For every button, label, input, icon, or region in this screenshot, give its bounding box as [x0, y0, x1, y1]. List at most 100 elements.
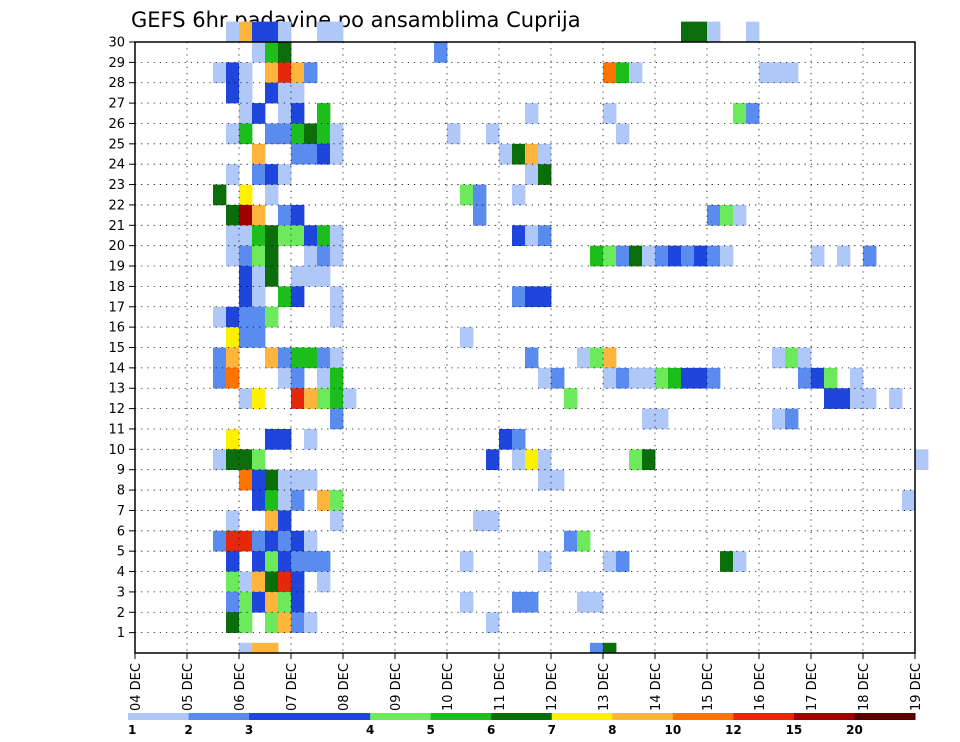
heatmap-cell — [304, 612, 318, 633]
heatmap-cell — [538, 286, 552, 308]
heatmap-cell — [330, 388, 344, 409]
heatmap-cell — [590, 642, 604, 654]
heatmap-cell — [265, 571, 279, 593]
heatmap-cell — [252, 591, 266, 613]
heatmap-cell — [603, 347, 617, 369]
y-tick-label: 11 — [108, 422, 125, 437]
heatmap-cell — [239, 530, 253, 552]
heatmap-cell — [694, 367, 708, 389]
heatmap-cell — [473, 204, 487, 226]
heatmap-cell — [590, 245, 604, 267]
heatmap-cell — [239, 591, 253, 613]
colorbar-segment — [309, 713, 371, 720]
heatmap-cell — [265, 245, 279, 267]
heatmap-cell — [265, 428, 279, 450]
heatmap-cell — [603, 62, 617, 84]
heatmap-cell — [330, 347, 344, 369]
heatmap-cell — [460, 184, 474, 206]
colorbar-label: 10 — [664, 723, 681, 737]
heatmap-cell — [642, 367, 656, 389]
heatmap-cell — [590, 347, 604, 369]
heatmap-cell — [824, 388, 838, 409]
heatmap-cell — [265, 306, 279, 328]
heatmap-cell — [278, 42, 292, 63]
heatmap-cell — [538, 469, 552, 491]
y-axis: 1234567891011121314151617181920212223242… — [108, 36, 135, 641]
heatmap-cell — [538, 164, 552, 185]
heatmap-cell — [668, 367, 682, 389]
y-tick-label: 26 — [108, 117, 125, 132]
heatmap-cell — [226, 306, 240, 328]
heatmap-cell — [330, 408, 344, 430]
heatmap-cell — [213, 306, 227, 328]
heatmap-cell — [564, 530, 578, 552]
x-tick-label: 13 DEC — [597, 663, 612, 711]
heatmap-cell — [330, 21, 344, 43]
heatmap-cell — [239, 388, 253, 409]
heatmap-cell — [538, 367, 552, 389]
heatmap-cell — [733, 551, 747, 572]
heatmap-cell — [499, 428, 513, 450]
heatmap-cell — [525, 591, 539, 613]
heatmap-cell — [226, 347, 240, 369]
heatmap-cell — [239, 642, 253, 654]
colorbar-segment — [370, 713, 432, 720]
heatmap-cell — [772, 408, 786, 430]
colorbar-segment — [249, 713, 311, 720]
heatmap-cell — [447, 123, 461, 145]
y-tick-label: 5 — [117, 545, 125, 560]
heatmap-cell — [239, 449, 253, 470]
heatmap-cell — [304, 143, 318, 165]
heatmap-cell — [252, 103, 266, 124]
heatmap-cell — [629, 62, 643, 84]
heatmap-cell — [863, 245, 877, 267]
heatmap-cells — [213, 21, 929, 654]
x-tick-label: 16 DEC — [753, 663, 768, 711]
heatmap-cell — [330, 490, 344, 511]
heatmap-cell — [291, 62, 305, 84]
heatmap-cell — [265, 469, 279, 491]
heatmap-cell — [798, 367, 812, 389]
x-tick-label: 06 DEC — [233, 663, 248, 711]
heatmap-cell — [317, 490, 331, 511]
chart-grid — [135, 41, 915, 653]
heatmap-cell — [226, 82, 240, 104]
colorbar-label: 12 — [725, 723, 742, 737]
y-tick-label: 8 — [117, 484, 125, 499]
heatmap-cell — [577, 530, 591, 552]
heatmap-cell — [278, 591, 292, 613]
heatmap-cell — [616, 123, 630, 145]
colorbar-label: 2 — [184, 723, 192, 737]
y-tick-label: 27 — [108, 97, 125, 112]
heatmap-cell — [304, 469, 318, 491]
heatmap-cell — [226, 591, 240, 613]
heatmap-cell — [330, 225, 344, 246]
heatmap-cell — [252, 225, 266, 246]
y-tick-label: 18 — [108, 280, 125, 295]
y-tick-label: 24 — [108, 158, 125, 173]
heatmap-cell — [226, 571, 240, 593]
heatmap-cell — [512, 184, 526, 206]
heatmap-cell — [629, 449, 643, 470]
heatmap-cell — [239, 286, 253, 308]
heatmap-cell — [902, 490, 916, 511]
heatmap-cell — [226, 21, 240, 43]
heatmap-cell — [226, 204, 240, 226]
heatmap-cell — [278, 21, 292, 43]
heatmap-cell — [239, 82, 253, 104]
y-tick-label: 17 — [108, 300, 125, 315]
heatmap-cell — [473, 184, 487, 206]
heatmap-cell — [525, 143, 539, 165]
heatmap-cell — [798, 347, 812, 369]
heatmap-cell — [239, 571, 253, 593]
heatmap-cell — [330, 143, 344, 165]
heatmap-cell — [278, 612, 292, 633]
heatmap-cell — [252, 42, 266, 63]
colorbar-segment — [793, 713, 855, 720]
x-tick-label: 08 DEC — [337, 663, 352, 711]
heatmap-cell — [252, 245, 266, 267]
heatmap-cell — [226, 245, 240, 267]
heatmap-cell — [655, 245, 669, 267]
heatmap-cell — [525, 449, 539, 470]
heatmap-cell — [577, 591, 591, 613]
